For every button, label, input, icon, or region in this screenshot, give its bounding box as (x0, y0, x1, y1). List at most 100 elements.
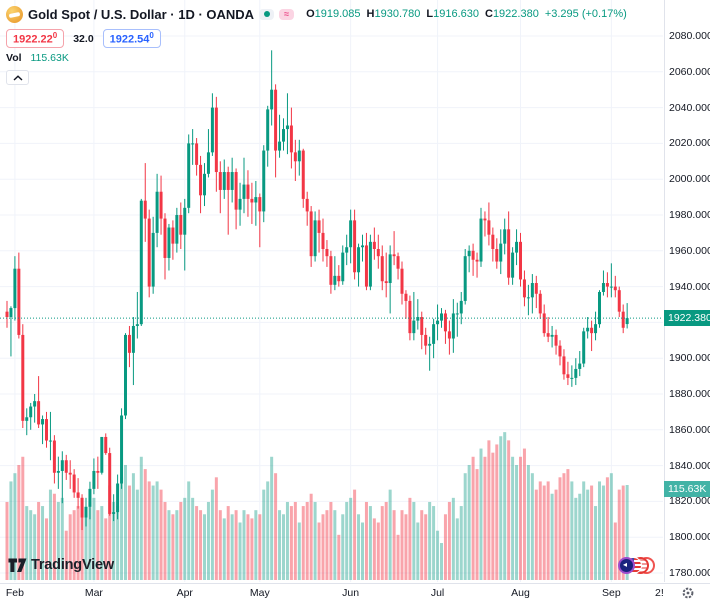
volume-bar (187, 481, 191, 580)
candle-body (293, 152, 297, 162)
candle-body (297, 150, 301, 162)
candle-body (475, 259, 479, 262)
candle-body (187, 143, 191, 208)
candle-body (88, 488, 92, 507)
candle-body (230, 172, 234, 190)
candle-wick (468, 245, 470, 273)
candle-body (349, 220, 353, 248)
candle-body (337, 275, 341, 282)
sell-bid-button[interactable]: 1922.220 (6, 28, 65, 49)
tradingview-logo-text: TradingView (31, 557, 114, 573)
clock-label[interactable]: 2! (655, 587, 664, 599)
volume-bar (345, 501, 349, 580)
symbol-title[interactable]: Gold Spot / U.S. Dollar · 1D · OANDA (28, 6, 255, 22)
candle-body (515, 241, 519, 253)
low-label: L (426, 8, 434, 20)
candle-body (29, 406, 33, 418)
volume-bar (428, 501, 432, 580)
open-value: 1919.085 (314, 8, 361, 20)
candle-body (112, 512, 116, 514)
volume-bar (396, 534, 400, 580)
settings-gear-icon[interactable] (681, 586, 695, 600)
candle-body (108, 453, 112, 514)
volume-bar (598, 481, 601, 580)
volume-bar (222, 518, 226, 580)
volume-bar (127, 485, 131, 580)
volume-indicator-row[interactable]: Vol 115.63K (6, 52, 633, 64)
price-tick-label: 1900.000 (669, 352, 710, 365)
candle-wick (417, 299, 419, 330)
volume-bar (388, 489, 392, 580)
volume-bar (511, 456, 515, 580)
candle-body (139, 200, 143, 325)
candle-wick (192, 129, 194, 165)
candle-body (467, 250, 471, 257)
candle-body (84, 506, 88, 518)
open-label: O (306, 8, 315, 20)
collapse-legend-button[interactable] (6, 70, 29, 85)
candle-body (37, 401, 41, 425)
market-open-dot-icon[interactable] (259, 8, 275, 20)
candle-body (274, 89, 278, 151)
candle-wick (476, 252, 478, 278)
time-axis[interactable]: 2! Feb Mar Apr May Jun Jul Aug Sep (0, 583, 710, 600)
data-mode-flag-icon[interactable]: ≈ (279, 8, 295, 20)
candle-body (443, 313, 447, 332)
volume-bar (120, 477, 124, 580)
candle-body (376, 249, 380, 257)
volume-bar (495, 444, 499, 580)
candle-body (282, 129, 285, 142)
candle-body (447, 331, 451, 339)
tradingview-logo[interactable]: TradingView (8, 557, 114, 573)
volume-bar (64, 530, 68, 580)
buy-ask-button[interactable]: 1922.540 (102, 28, 161, 49)
candle-body (507, 229, 511, 278)
candle-body (163, 218, 167, 258)
volume-bar (68, 514, 72, 580)
price-tick-label: 2060.000 (669, 65, 710, 78)
candle-body (432, 324, 436, 344)
volume-bar (424, 514, 428, 580)
candle-body (605, 283, 609, 287)
volume-bar (621, 485, 625, 580)
price-tick-label: 1980.000 (669, 209, 710, 221)
volume-value-badge: 115.63K (664, 481, 710, 497)
candle-body (601, 283, 605, 292)
candle-body (598, 291, 601, 325)
volume-bar (13, 473, 17, 580)
candle-body (396, 256, 400, 269)
high-value: 1930.780 (374, 8, 421, 20)
volume-bar (171, 514, 175, 580)
candle-body (254, 197, 258, 203)
volume-bar (218, 510, 222, 580)
volume-bar (21, 456, 25, 580)
candle-body (242, 184, 246, 199)
change-value: +3.295 (+0.17%) (544, 8, 627, 20)
economic-events-flags[interactable] (618, 557, 662, 576)
price-tick-label: 2080.000 (669, 30, 710, 42)
candle-wick (385, 252, 387, 298)
candle-body (175, 215, 179, 244)
candle-body (487, 220, 491, 235)
candle-body (412, 320, 416, 334)
candle-body (538, 293, 542, 314)
month-tick-label: Feb (5, 587, 24, 599)
candle-body (582, 331, 586, 364)
volume-bar (135, 489, 139, 580)
candle-body (546, 333, 550, 337)
price-tick-label: 1840.000 (669, 459, 710, 472)
candle-body (124, 334, 127, 416)
candle-wick (362, 234, 363, 262)
candle-body (13, 268, 17, 309)
month-tick-label: Apr (176, 587, 193, 599)
candle-body (554, 334, 558, 346)
volume-bar (376, 522, 380, 581)
gold-coin-icon (6, 5, 23, 23)
candle-body (278, 141, 282, 151)
candle-body (246, 184, 250, 199)
volume-bar (432, 506, 436, 580)
volume-bar (542, 485, 546, 580)
candle-body (404, 293, 408, 301)
candle-body (511, 252, 515, 278)
